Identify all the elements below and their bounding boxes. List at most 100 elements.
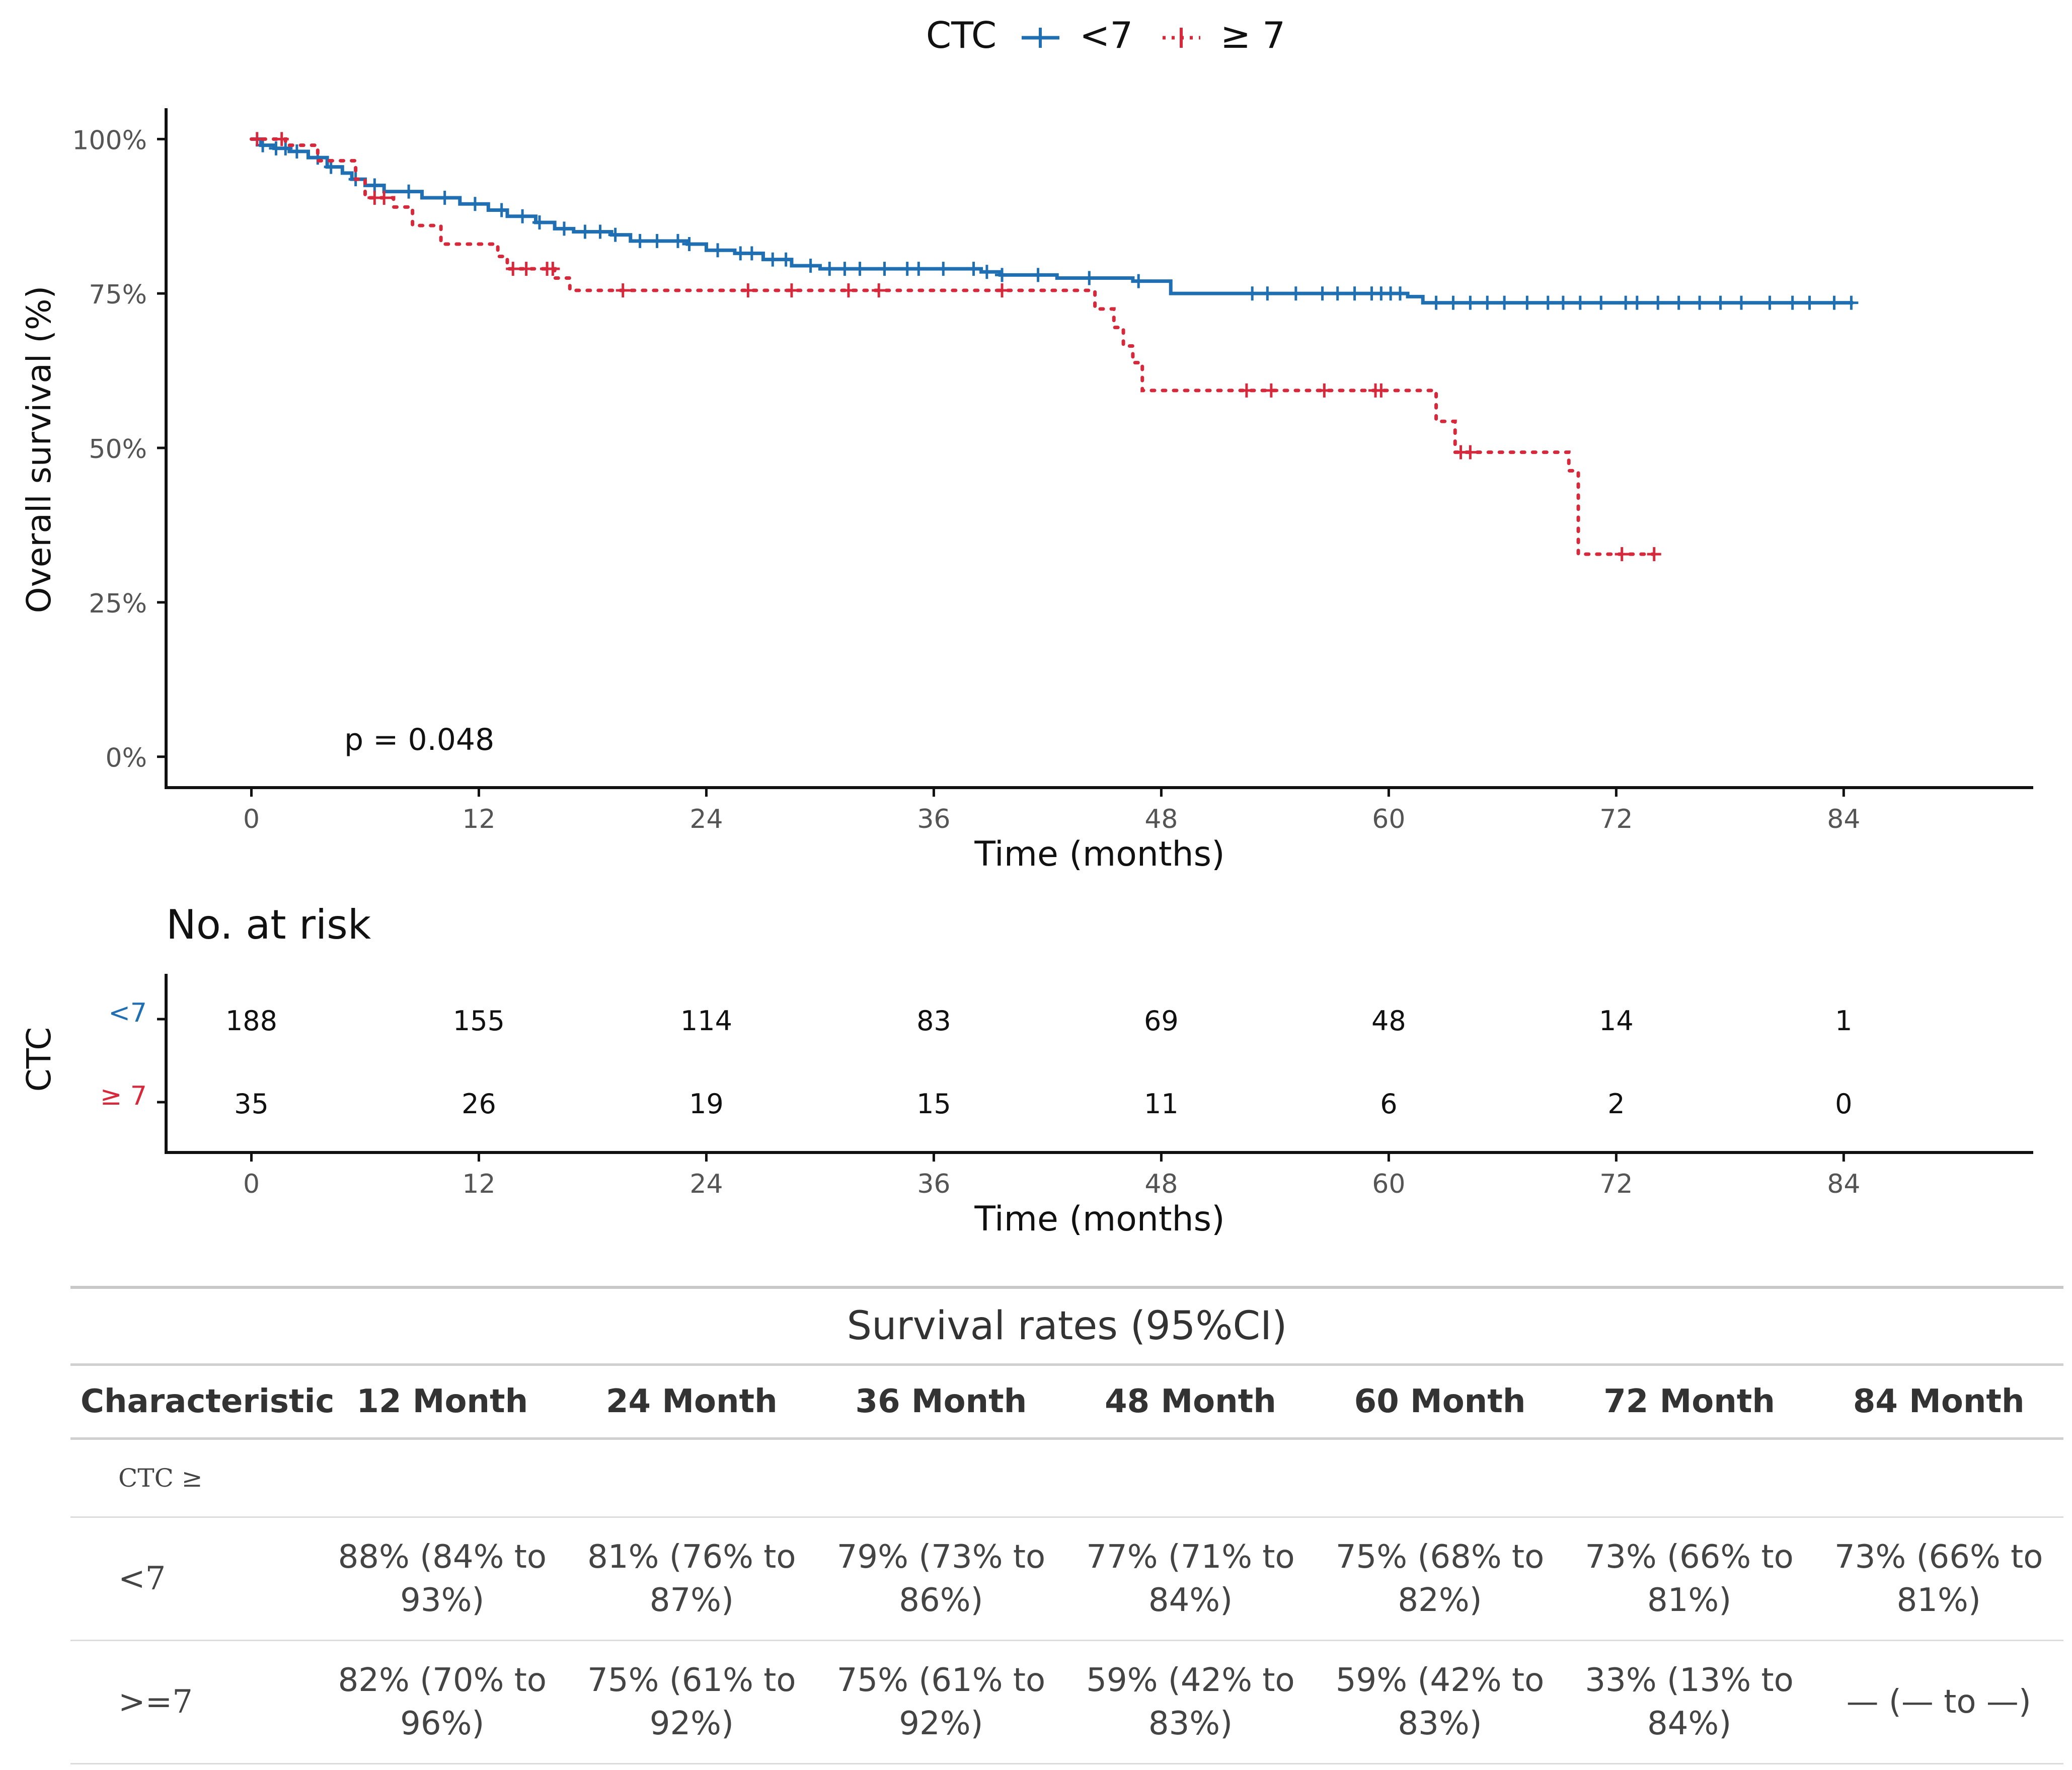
row-label: <7	[70, 1517, 318, 1641]
censor-mark	[1785, 295, 1800, 310]
table-cell: 73% (66% to 81%)	[1814, 1517, 2063, 1641]
table-cell: 75% (61% to 92%)	[567, 1640, 817, 1764]
x-tick-label: 48	[1144, 804, 1178, 834]
censor-mark	[1317, 383, 1332, 398]
table-cell: 33% (13% to 84%)	[1564, 1640, 1814, 1764]
censor-mark	[1497, 295, 1512, 310]
censor-mark	[437, 190, 452, 205]
censor-mark	[995, 283, 1010, 298]
censor-mark	[1556, 295, 1570, 310]
risk-row-label: <7	[108, 998, 147, 1028]
censor-mark	[468, 197, 482, 211]
table-cell: 73% (66% to 81%)	[1564, 1517, 1814, 1641]
censor-mark	[1713, 295, 1728, 310]
censor-mark	[1245, 286, 1260, 301]
risk-cell: 0	[1835, 1088, 1852, 1120]
censor-mark	[872, 283, 886, 298]
risk-table-x-ticks: 0 12 24 36 48 60 72 84	[243, 1152, 1860, 1199]
censor-mark	[1693, 295, 1707, 310]
censor-mark	[1802, 295, 1817, 310]
censor-mark	[593, 224, 607, 239]
censor-mark	[841, 283, 856, 298]
censor-mark	[1264, 383, 1278, 398]
legend-title: CTC	[926, 14, 996, 56]
risk-cell: 11	[1144, 1088, 1179, 1120]
header-characteristic: Characteristic	[70, 1363, 334, 1440]
risk-cell: 83	[916, 1005, 951, 1037]
risk-cell: 14	[1599, 1005, 1634, 1037]
y-tick-label: 25%	[89, 589, 147, 619]
censor-mark	[784, 283, 799, 298]
row-label: >=7	[70, 1640, 318, 1764]
censor-mark	[1647, 547, 1661, 562]
censor-mark	[1374, 383, 1389, 398]
censor-mark	[1330, 286, 1345, 301]
risk-cell: 35	[234, 1088, 269, 1120]
survival-rates-table: Survival rates (95%CI) Characteristic 12…	[70, 1286, 2063, 1764]
censor-mark	[741, 283, 755, 298]
risk-cell: 2	[1607, 1088, 1625, 1120]
censor-mark	[494, 203, 509, 217]
censor-mark	[274, 132, 289, 146]
risk-cell: 114	[680, 1005, 732, 1037]
censor-mark	[1463, 295, 1478, 310]
censor-mark	[557, 221, 571, 236]
censor-mark	[911, 262, 926, 276]
risk-x-tick-label: 60	[1372, 1169, 1405, 1199]
risk-x-tick-label: 12	[462, 1169, 495, 1199]
survival-figure: CTC <7 ≥ 7 Overall survival (%) 0% 25% 50%…	[20, 14, 2033, 1239]
censor-mark	[1734, 295, 1748, 310]
x-axis-label: Time (months)	[974, 834, 1224, 874]
header-24-month: 24 Month	[567, 1363, 817, 1440]
censor-mark	[1573, 295, 1587, 310]
censor-mark	[546, 262, 560, 276]
censor-mark	[682, 237, 697, 251]
group-row: CTC ≥	[70, 1438, 2063, 1518]
censor-mark	[608, 227, 623, 242]
censor-mark	[853, 262, 867, 276]
x-tick-label: 0	[243, 804, 260, 834]
table-top-rule	[70, 1286, 2063, 1289]
legend: CTC <7 ≥ 7	[926, 14, 1285, 56]
censor-mark	[519, 262, 533, 276]
censor-mark	[1446, 295, 1461, 310]
censor-mark	[711, 243, 725, 258]
censor-mark	[1615, 547, 1629, 562]
censor-mark	[837, 262, 852, 276]
censor-mark	[250, 132, 264, 146]
censor-mark	[1827, 295, 1841, 310]
header-36-month: 36 Month	[816, 1363, 1066, 1440]
y-tick-label: 75%	[89, 280, 147, 310]
risk-cell: 26	[462, 1088, 496, 1120]
table-cell: 75% (61% to 92%)	[816, 1640, 1066, 1764]
group-label: CTC ≥	[70, 1438, 318, 1518]
header-84-month: 84 Month	[1814, 1363, 2063, 1440]
censor-mark	[402, 184, 416, 199]
risk-cell: 48	[1371, 1005, 1406, 1037]
censor-mark	[616, 283, 630, 298]
risk-x-tick-label: 24	[689, 1169, 723, 1199]
series-line-low	[251, 137, 1854, 305]
y-ticks: 0% 25% 50% 75% 100%	[72, 125, 166, 774]
header-48-month: 48 Month	[1065, 1363, 1316, 1440]
survival-rates-title: Survival rates (95%CI)	[847, 1303, 1287, 1349]
risk-cell: 69	[1144, 1005, 1179, 1037]
risk-x-tick-label: 0	[243, 1169, 260, 1199]
risk-cell: 19	[689, 1088, 724, 1120]
censor-mark	[1630, 295, 1644, 310]
censor-mark	[1541, 295, 1555, 310]
x-tick-label: 36	[917, 804, 950, 834]
censor-mark	[1651, 295, 1665, 310]
table-cell: 79% (73% to 86%)	[816, 1517, 1066, 1641]
censor-mark	[1131, 274, 1146, 288]
table-cell: 81% (76% to 87%)	[567, 1517, 817, 1641]
censor-mark	[670, 234, 685, 248]
censor-mark	[979, 265, 994, 279]
censor-mark	[1844, 295, 1859, 310]
x-tick-label: 72	[1599, 804, 1633, 834]
header-72-month: 72 Month	[1564, 1363, 1814, 1440]
risk-table-y-label: CTC	[20, 1027, 58, 1092]
censor-mark	[278, 141, 293, 156]
censor-mark	[367, 178, 382, 193]
table-row-low: <7 88% (84% to 93%) 81% (76% to 87%) 79%…	[70, 1517, 2063, 1641]
